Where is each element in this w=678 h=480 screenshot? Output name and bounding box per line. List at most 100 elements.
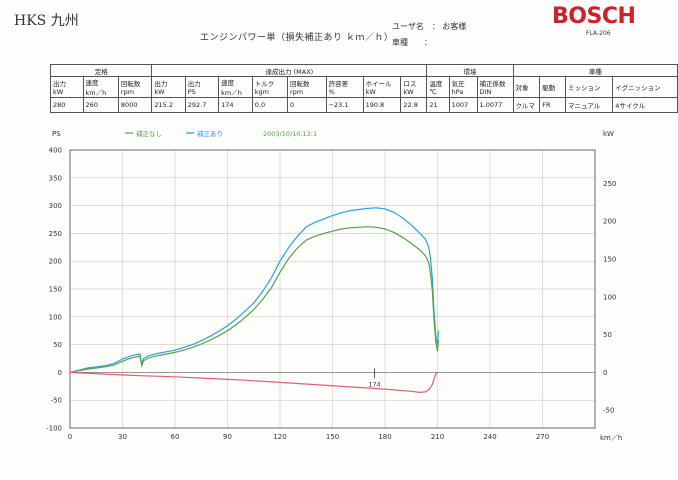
- spec-value-cell: 21: [426, 97, 450, 113]
- y-left-tick-label: 200: [49, 258, 62, 266]
- y-left-tick-label: 0: [58, 369, 62, 377]
- spec-header-unit: kW: [53, 88, 64, 96]
- x-tick-label: 30: [118, 433, 127, 441]
- spec-header-name: 出力: [53, 80, 66, 88]
- y-left-tick-label: 300: [49, 202, 62, 210]
- spec-value-cell: 0.0: [251, 97, 288, 113]
- spec-value-cell: 4サイクル: [612, 97, 678, 113]
- y-left-axis-label: PS: [52, 130, 61, 138]
- y-right-tick-label: 200: [603, 218, 616, 226]
- y-left-tick-label: -50: [51, 397, 62, 405]
- spec-header-unit: ℃: [429, 88, 437, 96]
- series-line-1: [69, 226, 439, 373]
- spec-value-cell: 292.7: [184, 97, 220, 113]
- spec-header-unit: kW: [365, 88, 376, 96]
- spec-header-name: トルク: [254, 80, 275, 88]
- y-left-tick-label: 400: [49, 147, 62, 155]
- spec-header-cell: 許容差%: [325, 76, 364, 98]
- report-title: エンジンパワー単（損失補正あり ｋｍ／ｈ）: [200, 33, 394, 43]
- x-tick-label: 270: [536, 433, 549, 441]
- x-tick-label: 180: [378, 433, 391, 441]
- y-right-tick-label: 150: [603, 255, 616, 263]
- y-right-tick-label: 250: [603, 180, 616, 188]
- spec-value-cell: マニュアル: [564, 97, 614, 113]
- car-label: 車種 ：: [392, 38, 432, 47]
- spec-header-name: 出力: [187, 80, 201, 88]
- spec-header-name: 回転数: [120, 80, 141, 88]
- y-left-tick-label: 100: [49, 313, 62, 321]
- spec-header-name: ホイール: [365, 80, 392, 88]
- spec-value-cell: 1.0077: [476, 97, 514, 113]
- legend-label: 補正あり: [197, 129, 223, 138]
- y-left-tick-label: 350: [49, 174, 62, 182]
- spec-header-cell: トルク kgm: [251, 76, 288, 98]
- spec-header-cell: 出力 PS: [184, 76, 220, 98]
- x-tick-label: 210: [431, 433, 444, 441]
- user-label: ユーザ名 ：: [392, 22, 440, 31]
- spec-header-name: 補正係数: [479, 80, 506, 88]
- spec-header-name: 速度: [85, 79, 99, 87]
- legend-label: 補正なし: [136, 129, 162, 138]
- x-tick-label: 90: [223, 433, 232, 441]
- y-right-axis-label: kW: [603, 130, 614, 138]
- spec-header-name: 許容差: [328, 80, 349, 88]
- brand-logo: BOSCH: [552, 4, 636, 29]
- y-left-tick-label: 250: [49, 230, 62, 238]
- x-axis-label: km／h: [600, 434, 622, 442]
- spec-header-unit: km／h: [85, 89, 107, 97]
- x-tick-label: 150: [326, 433, 339, 441]
- y-left-tick-label: 50: [53, 341, 62, 349]
- spec-header-name: イグニッション: [615, 84, 661, 92]
- marker-label: 174: [368, 380, 380, 388]
- legend: 補正なし 補正あり 2003/10/10,13:1: [125, 129, 317, 138]
- spec-header-unit: rpm: [120, 88, 135, 96]
- x-tick-label: 60: [171, 433, 180, 441]
- series-line-0: [69, 207, 439, 373]
- x-tick-label: 120: [273, 433, 286, 441]
- spec-header-row: 出力 kW 速度 km／h 回転数 rpm 出力 kW 出力 PS 速度 km／h トルク kgm 回転数 r…: [50, 76, 678, 98]
- axis-ticks: 0 30 60 90 120 150 180 210 240 270 -100 -50 0 50 100 15…: [46, 130, 622, 442]
- chart-grid: [70, 150, 595, 428]
- spec-header-name: 速度: [221, 79, 235, 87]
- spec-header-unit: rpm: [289, 88, 304, 96]
- spec-header-name: 出力: [154, 80, 168, 88]
- spec-header-name: 気圧: [451, 80, 465, 88]
- y-right-tick-label: 100: [603, 293, 616, 301]
- spec-header-name: 温度: [429, 80, 443, 88]
- spec-header-unit: PS: [187, 88, 196, 96]
- shop-name: HKS 九州: [14, 13, 79, 29]
- spec-header-cell: 回転数 rpm: [117, 76, 153, 98]
- spec-header-unit: hPa: [451, 88, 464, 96]
- plot-frame: [69, 149, 596, 429]
- spec-header-cell: ロス kW: [400, 76, 428, 98]
- spec-header-name: 対象: [515, 84, 529, 92]
- user-value: お客様: [442, 22, 467, 31]
- spec-header-unit: km／h: [221, 89, 242, 97]
- y-right-tick-label: 0: [603, 369, 607, 377]
- series-lines: 174: [69, 207, 439, 394]
- spec-header-unit: kgm: [254, 88, 270, 96]
- spec-value-cell: 8000: [117, 97, 153, 113]
- spec-header-name: 回転数: [289, 80, 310, 88]
- spec-header-name: ミッション: [567, 84, 601, 92]
- spec-header-unit: DIN: [479, 88, 492, 96]
- car-row: 車種 ：: [392, 37, 432, 48]
- spec-header-unit: kW: [154, 88, 165, 96]
- spec-table: 定格 達成出力 (MAX) 環境 車種 出力 kW 速度 km／h 回転数 rpm 出力 kW…: [49, 64, 678, 113]
- legend-timestamp: 2003/10/10,13:1: [263, 130, 317, 138]
- y-left-tick-label: -100: [46, 425, 62, 433]
- spec-header-unit: %: [328, 88, 335, 96]
- x-tick-label: 0: [68, 433, 72, 441]
- x-tick-label: 240: [483, 433, 496, 441]
- spec-value-row: 280 260 8000 215.2 292.7 174 0.0 0 −23.1 190.8 22.…: [50, 97, 678, 113]
- series-line-2: [69, 371, 438, 394]
- user-row: ユーザ名 ： お客様: [392, 21, 466, 32]
- spec-header-name: 駆動: [542, 84, 556, 92]
- y-left-tick-label: 150: [49, 286, 62, 294]
- spec-header-unit: kW: [403, 88, 414, 96]
- spec-header-name: ロス: [403, 80, 417, 88]
- model-code: FLA-206: [586, 30, 611, 37]
- y-right-tick-label: -50: [603, 407, 614, 415]
- spec-header-cell: 温度 ℃: [426, 76, 450, 98]
